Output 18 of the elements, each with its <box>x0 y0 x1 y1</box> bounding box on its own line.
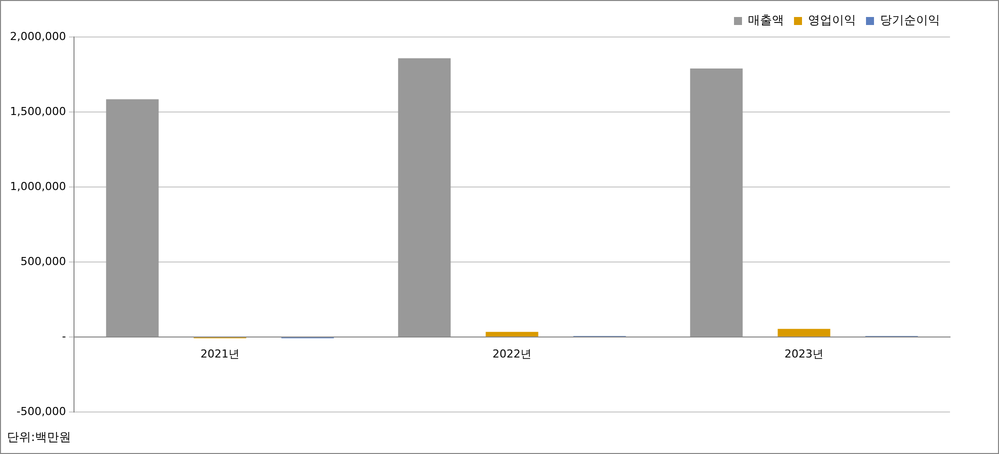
y-tick-label: 2,000,000 <box>10 30 66 43</box>
legend-label: 매출액 <box>748 13 784 28</box>
bar <box>778 328 830 336</box>
bar <box>106 99 159 336</box>
y-tick-label: 1,000,000 <box>10 180 66 193</box>
y-tick-label: 500,000 <box>20 254 66 268</box>
x-tick-label: 2023년 <box>784 347 824 360</box>
bar <box>690 68 743 336</box>
bar <box>486 332 538 336</box>
y-tick-label: -500,000 <box>16 404 66 418</box>
text: 단위:백만원 <box>7 429 72 446</box>
y-tick-label: - <box>62 330 66 343</box>
bar <box>398 58 451 336</box>
y-tick-label: 1,500,000 <box>10 104 66 118</box>
x-tick-label: 2021년 <box>200 347 240 360</box>
x-tick-label: 2022년 <box>492 347 532 360</box>
legend-label: 영업이익 <box>808 13 856 28</box>
legend-label: 당기순이익 <box>880 13 940 28</box>
